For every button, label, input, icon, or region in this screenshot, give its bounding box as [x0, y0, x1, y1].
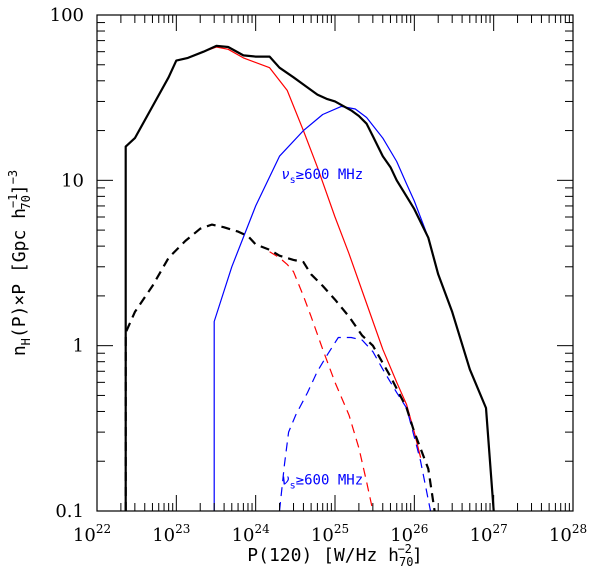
plot-area	[96, 14, 574, 512]
y-axis-label: nH(P)×P [Gpc h−170]−3	[6, 170, 33, 356]
x-axis-label-sup: −2	[397, 542, 411, 556]
x-tick-base: 10	[232, 525, 255, 546]
annotation-sub: s	[290, 175, 296, 186]
x-tick-exponent: 26	[413, 522, 428, 536]
series-layer	[124, 44, 495, 512]
y-axis-label-sub1: H	[19, 338, 33, 345]
x-tick-label: 1023	[152, 522, 190, 546]
x-tick-base: 10	[549, 525, 572, 546]
x-tick-exponent: 22	[96, 522, 111, 536]
x-tick-label: 1027	[470, 522, 508, 546]
series-0-solid-line	[176, 46, 422, 458]
y-axis-label-n: n	[9, 345, 30, 356]
x-tick-base: 10	[470, 525, 493, 546]
series-3-dashed-line	[278, 336, 432, 512]
annotation-text: ≥600 MHz	[296, 167, 363, 183]
x-tick-label: 1024	[232, 522, 271, 546]
series-4-solid-line	[124, 44, 495, 512]
x-axis-label-close: ]	[412, 545, 423, 566]
x-axis-label: P(120) [W/Hz h70−2]	[247, 542, 422, 569]
x-tick-labels: 1022 1023 1024 1025 1026 1027 1028	[73, 522, 587, 546]
x-tick-base: 10	[311, 525, 334, 546]
annotation-sub: s	[290, 480, 296, 491]
annotation-frequency-cut: νs≥600 MHz	[281, 472, 363, 491]
tick-layer	[96, 14, 574, 512]
y-tick-label: 1	[73, 336, 84, 357]
y-axis-label-sub2: 70	[19, 195, 33, 209]
x-tick-exponent: 24	[254, 522, 270, 536]
x-tick-label: 1025	[311, 522, 349, 546]
x-axis-label-sub: 70	[399, 555, 413, 569]
x-tick-label: 1026	[390, 522, 428, 546]
x-tick-base: 10	[390, 525, 413, 546]
y-axis-label-main: (P)×P [Gpc h	[9, 208, 30, 338]
x-tick-base: 10	[73, 525, 96, 546]
series-2-dashed-line	[269, 251, 374, 512]
x-tick-exponent: 28	[572, 522, 587, 536]
series-5-dashed-line	[124, 223, 436, 512]
annotation-nu: ν	[281, 167, 289, 183]
x-tick-label: 1028	[549, 522, 587, 546]
plot-frame	[96, 14, 574, 512]
y-axis-label-close: ]	[9, 184, 30, 195]
y-tick-label: 0.1	[55, 501, 84, 522]
annotation-text: ≥600 MHz	[296, 472, 363, 488]
annotation-frequency-cut: νs≥600 MHz	[281, 167, 363, 186]
annotation-nu: ν	[281, 472, 289, 488]
x-axis-label-main: P(120) [W/Hz h	[247, 545, 399, 566]
x-tick-exponent: 23	[175, 522, 190, 536]
x-tick-label: 1022	[73, 522, 111, 546]
y-tick-label: 10	[61, 170, 84, 191]
x-tick-base: 10	[152, 525, 175, 546]
y-tick-label: 100	[50, 5, 84, 26]
y-tick-labels: 0.1 1 10 100	[50, 5, 84, 522]
y-axis-label-sup: −1	[6, 194, 20, 208]
y-axis-label-sup2: −3	[6, 170, 20, 184]
x-tick-exponent: 25	[334, 522, 349, 536]
x-tick-exponent: 27	[492, 522, 507, 536]
